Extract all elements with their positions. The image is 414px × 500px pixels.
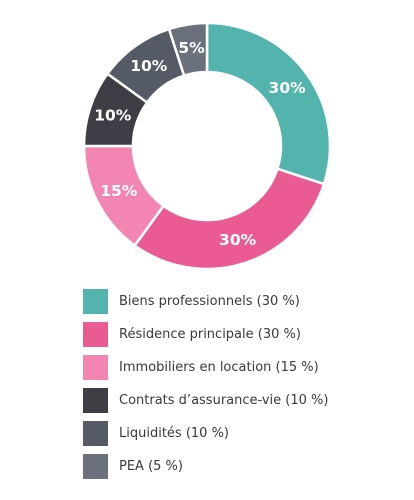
donut-slice — [205, 21, 332, 186]
legend-item: Liquidités (10 %) — [83, 417, 328, 450]
donut-slice — [133, 167, 326, 271]
slice-value-label: 10% — [130, 57, 168, 75]
legend-label: Liquidités (10 %) — [119, 426, 229, 441]
legend-label: Immobiliers en location (15 %) — [119, 360, 319, 375]
legend-item: Résidence principale (30 %) — [83, 318, 328, 351]
legend-swatch — [83, 388, 108, 413]
legend-item: Biens professionnels (30 %) — [83, 285, 328, 318]
slice-value-label: 30% — [219, 231, 257, 249]
donut-chart: 30% 30% 15% 10% 10% 5% — [82, 21, 332, 271]
legend-swatch — [83, 355, 108, 380]
legend-swatch — [83, 322, 108, 347]
legend-label: Contrats d’assurance-vie (10 %) — [119, 393, 329, 408]
legend-label: PEA (5 %) — [119, 459, 183, 474]
slice-value-label: 15% — [100, 182, 138, 200]
slice-value-label: 30% — [269, 79, 307, 97]
legend-item: PEA (5 %) — [83, 450, 328, 483]
donut-slice — [167, 21, 209, 77]
slice-value-label: 5% — [178, 39, 205, 57]
legend-swatch — [83, 289, 108, 314]
legend-label: Résidence principale (30 %) — [119, 327, 301, 342]
legend-swatch — [83, 454, 108, 479]
legend-swatch — [83, 421, 108, 446]
slice-value-label: 10% — [94, 106, 132, 124]
legend-item: Immobiliers en location (15 %) — [83, 351, 328, 384]
legend-item: Contrats d’assurance-vie (10 %) — [83, 384, 328, 417]
chart-legend: Biens professionnels (30 %) Résidence pri… — [83, 285, 328, 483]
legend-label: Biens professionnels (30 %) — [119, 294, 300, 309]
